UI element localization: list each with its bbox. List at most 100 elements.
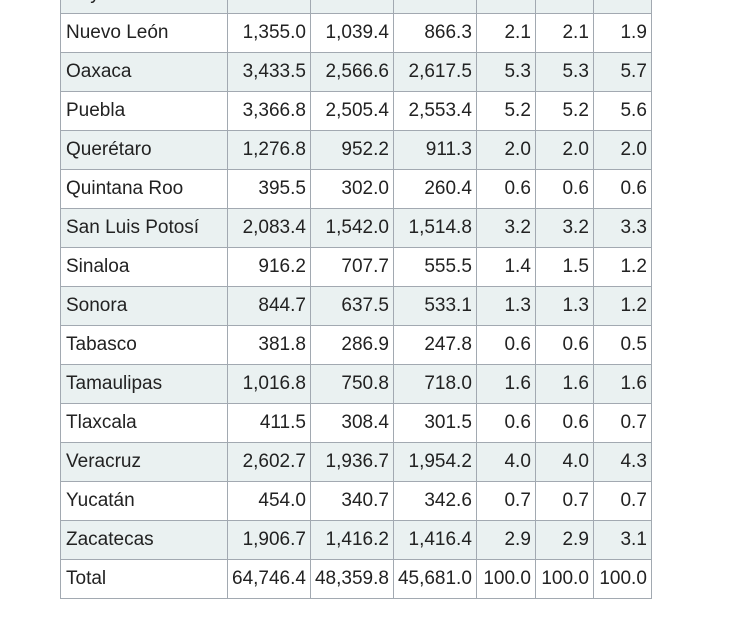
cell: 5.3: [475, 52, 536, 92]
cell: 707.7: [309, 247, 394, 287]
cell: 342.6: [392, 481, 477, 521]
cell: 1,276.8: [227, 130, 311, 170]
cell: 5.7: [592, 52, 652, 92]
table-row: Quintana Roo 395.5 302.0 260.4 0.6 0.6 0.6: [60, 169, 652, 209]
cell: 411.5: [227, 403, 311, 443]
cell: 340.7: [309, 481, 394, 521]
cell: 381.8: [227, 325, 311, 365]
cell: 4.0: [475, 442, 536, 482]
row-label: San Luis Potosí: [60, 208, 228, 248]
cell: 2.0: [475, 130, 536, 170]
cell: 260.4: [392, 169, 477, 209]
table-row: Sinaloa 916.2 707.7 555.5 1.4 1.5 1.2: [60, 247, 652, 287]
row-label: Sonora: [60, 286, 228, 326]
cell: 2.0: [592, 130, 652, 170]
cell: 866.3: [392, 13, 477, 53]
row-label: Nuevo León: [60, 13, 228, 53]
table-row: Total 64,746.4 48,359.8 45,681.0 100.0 100.0 1…: [60, 559, 652, 599]
cell: 0.7: [534, 481, 594, 521]
cell: 565.5: [392, 0, 477, 14]
cell: 952.2: [309, 130, 394, 170]
cell: 2,602.7: [227, 442, 311, 482]
cell: 533.1: [392, 286, 477, 326]
cell: 395.5: [227, 169, 311, 209]
cell: 454.0: [227, 481, 311, 521]
row-label: Sinaloa: [60, 247, 228, 287]
cell: 5.6: [592, 91, 652, 131]
cell: 1.9: [592, 13, 652, 53]
cell: 718.0: [392, 364, 477, 404]
cell: 302.0: [309, 169, 394, 209]
cell: 100.0: [475, 559, 536, 599]
cell: 0.6: [475, 169, 536, 209]
cell: 1,514.8: [392, 208, 477, 248]
row-label: Nayarit: [60, 0, 228, 14]
row-label: Tabasco: [60, 325, 228, 365]
cell: 1,954.2: [392, 442, 477, 482]
cell: 301.5: [392, 403, 477, 443]
cell: 1.6: [534, 364, 594, 404]
cell: 1,416.2: [309, 520, 394, 560]
table-container: Nayarit839.7642.3565.51.31.31.3Nuevo Leó…: [60, 0, 652, 599]
cell: 100.0: [534, 559, 594, 599]
cell: 3.2: [475, 208, 536, 248]
row-label: Puebla: [60, 91, 228, 131]
table-row: Oaxaca 3,433.5 2,566.6 2,617.5 5.3 5.3 5.7: [60, 52, 652, 92]
table-row: Querétaro 1,276.8 952.2 911.3 2.0 2.0 2.0: [60, 130, 652, 170]
cell: 48,359.8: [309, 559, 394, 599]
table-row: Nuevo León 1,355.0 1,039.4 866.3 2.1 2.1 1.9: [60, 13, 652, 53]
cell: 5.2: [475, 91, 536, 131]
cell: 1.3: [534, 0, 594, 14]
cell: 2,083.4: [227, 208, 311, 248]
cell: 0.6: [475, 325, 536, 365]
cell: 0.6: [592, 169, 652, 209]
row-label: Zacatecas: [60, 520, 228, 560]
table-row: San Luis Potosí 2,083.4 1,542.0 1,514.8 3.2 3…: [60, 208, 652, 248]
cell: 1.5: [534, 247, 594, 287]
cell: 0.7: [592, 403, 652, 443]
cell: 1.3: [534, 286, 594, 326]
cell: 1.3: [475, 0, 536, 14]
cell: 0.6: [534, 325, 594, 365]
cell: 4.0: [534, 442, 594, 482]
cell: 4.3: [592, 442, 652, 482]
cell: 3.2: [534, 208, 594, 248]
cell: 0.7: [592, 481, 652, 521]
cell: 1.6: [592, 364, 652, 404]
row-label: Tlaxcala: [60, 403, 228, 443]
row-label: Total: [60, 559, 228, 599]
cell: 1.3: [475, 286, 536, 326]
cell: 247.8: [392, 325, 477, 365]
cell: 45,681.0: [392, 559, 477, 599]
cell: 308.4: [309, 403, 394, 443]
table-row: Nayarit839.7642.3565.51.31.31.3: [60, 0, 652, 14]
cell: 5.2: [534, 91, 594, 131]
cell: 911.3: [392, 130, 477, 170]
cell: 1,542.0: [309, 208, 394, 248]
cell: 2,566.6: [309, 52, 394, 92]
row-label: Tamaulipas: [60, 364, 228, 404]
cell: 3,366.8: [227, 91, 311, 131]
cell: 1.2: [592, 247, 652, 287]
data-table: Nayarit839.7642.3565.51.31.31.3Nuevo Leó…: [60, 0, 652, 599]
table-row: Yucatán 454.0 340.7 342.6 0.7 0.7 0.7: [60, 481, 652, 521]
cell: 3.1: [592, 520, 652, 560]
cell: 2.0: [534, 130, 594, 170]
cell: 844.7: [227, 286, 311, 326]
cell: 1,355.0: [227, 13, 311, 53]
cell: 0.5: [592, 325, 652, 365]
cell: 0.6: [534, 169, 594, 209]
table-row: Tamaulipas 1,016.8 750.8 718.0 1.6 1.6 1.6: [60, 364, 652, 404]
row-label: Quintana Roo: [60, 169, 228, 209]
cell: 100.0: [592, 559, 652, 599]
cell: 5.3: [534, 52, 594, 92]
table-row: Puebla 3,366.8 2,505.4 2,553.4 5.2 5.2 5.6: [60, 91, 652, 131]
cell: 1,906.7: [227, 520, 311, 560]
cell: 1.4: [475, 247, 536, 287]
cell: 750.8: [309, 364, 394, 404]
row-label: Oaxaca: [60, 52, 228, 92]
cell: 642.3: [309, 0, 394, 14]
cell: 0.7: [475, 481, 536, 521]
cell: 2,505.4: [309, 91, 394, 131]
